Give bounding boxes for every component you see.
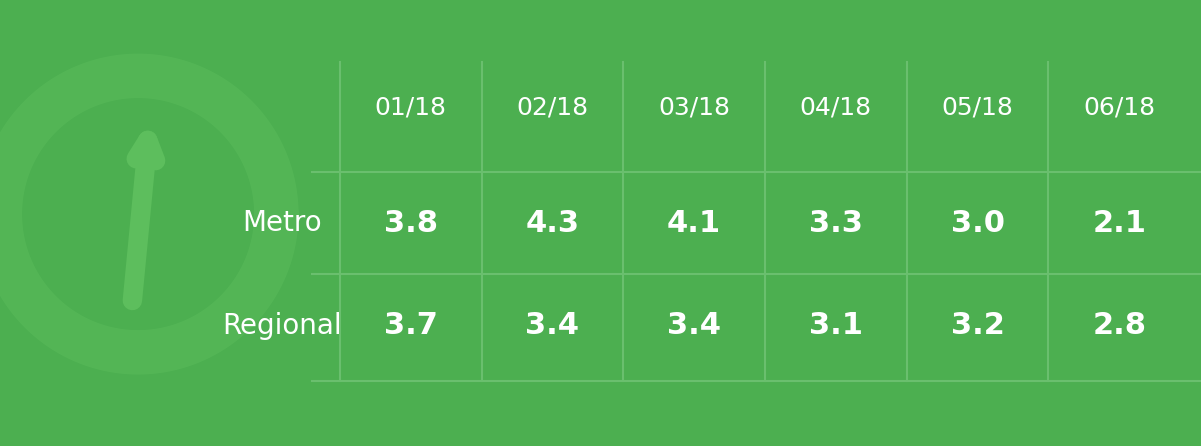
Text: 02/18: 02/18	[516, 95, 588, 119]
Text: 3.7: 3.7	[384, 311, 437, 340]
Text: 3.4: 3.4	[668, 311, 721, 340]
Text: 3.1: 3.1	[809, 311, 862, 340]
Text: 3.8: 3.8	[384, 208, 437, 238]
Text: 01/18: 01/18	[375, 95, 447, 119]
Text: 2.1: 2.1	[1093, 208, 1146, 238]
Text: 3.0: 3.0	[951, 208, 1004, 238]
Text: 3.3: 3.3	[809, 208, 862, 238]
Text: 06/18: 06/18	[1083, 95, 1155, 119]
Text: 4.3: 4.3	[526, 208, 579, 238]
Text: 04/18: 04/18	[800, 95, 872, 119]
Text: 3.4: 3.4	[526, 311, 579, 340]
Text: 05/18: 05/18	[942, 95, 1014, 119]
Text: 4.1: 4.1	[667, 208, 722, 238]
Text: 03/18: 03/18	[658, 95, 730, 119]
Text: 3.2: 3.2	[951, 311, 1004, 340]
Text: 2.8: 2.8	[1093, 311, 1146, 340]
Text: Regional: Regional	[222, 312, 342, 339]
Text: Metro: Metro	[243, 209, 322, 237]
